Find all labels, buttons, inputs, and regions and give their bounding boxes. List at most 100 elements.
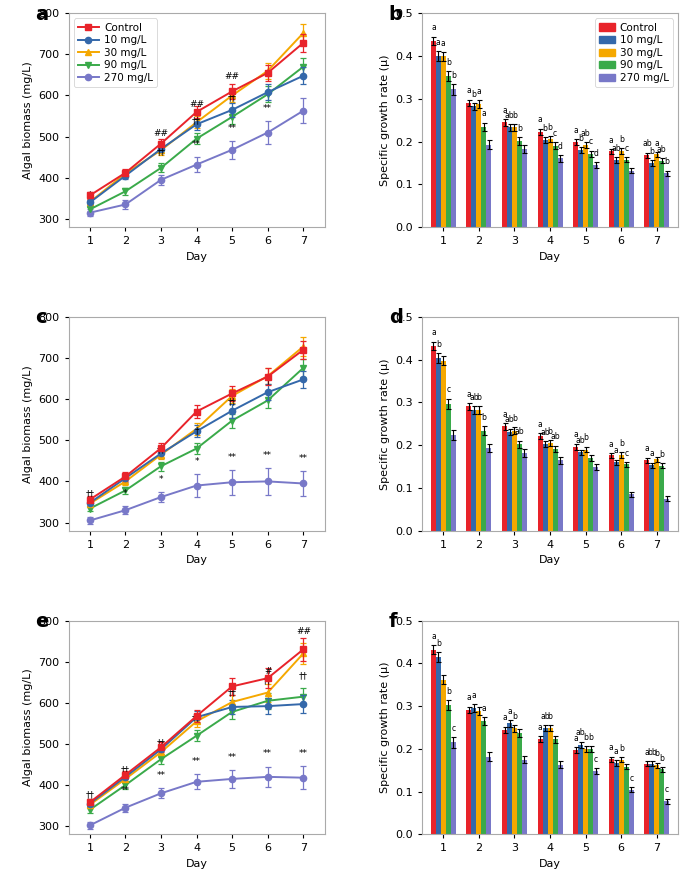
- Text: b: b: [547, 426, 553, 436]
- Text: b: b: [517, 124, 522, 133]
- Text: a: a: [502, 713, 507, 722]
- Text: b: b: [583, 434, 588, 442]
- Text: ab: ab: [540, 428, 550, 437]
- Bar: [482, 127, 486, 227]
- X-axis label: Day: Day: [186, 859, 208, 869]
- Bar: [645, 764, 649, 834]
- Text: ab: ab: [469, 393, 479, 402]
- Text: a: a: [614, 447, 619, 456]
- Bar: [522, 453, 527, 531]
- Bar: [593, 771, 598, 834]
- Bar: [471, 107, 477, 227]
- Y-axis label: Specific growth rate (μ): Specific growth rate (μ): [379, 358, 390, 489]
- Text: a: a: [431, 328, 436, 337]
- Text: ††: ††: [156, 445, 166, 454]
- Text: c: c: [624, 144, 628, 153]
- Text: b: b: [436, 638, 441, 647]
- Bar: [553, 449, 558, 531]
- Bar: [578, 452, 583, 531]
- Bar: [609, 759, 614, 834]
- Bar: [588, 154, 593, 227]
- Text: a: a: [654, 139, 659, 147]
- Text: ††: ††: [227, 94, 236, 102]
- Bar: [664, 499, 669, 531]
- Text: a: a: [609, 136, 614, 145]
- Text: a: a: [538, 419, 543, 428]
- Bar: [517, 444, 522, 531]
- Bar: [441, 57, 446, 227]
- Bar: [502, 730, 507, 834]
- Bar: [629, 170, 634, 227]
- Text: a: a: [502, 410, 507, 419]
- Text: ††: ††: [299, 672, 308, 681]
- Text: b: b: [578, 134, 583, 143]
- Bar: [512, 127, 517, 227]
- X-axis label: Day: Day: [186, 252, 208, 261]
- Text: b: b: [388, 4, 403, 24]
- Text: a: a: [538, 116, 543, 125]
- Bar: [578, 150, 583, 227]
- Bar: [486, 757, 491, 834]
- Text: ##: ##: [225, 72, 240, 81]
- Bar: [654, 155, 659, 227]
- Text: c: c: [593, 755, 598, 764]
- Bar: [609, 456, 614, 531]
- Text: **: **: [263, 750, 272, 758]
- Bar: [486, 145, 491, 227]
- Text: c: c: [446, 385, 450, 395]
- Text: ††: ††: [86, 790, 95, 799]
- Bar: [629, 494, 634, 531]
- Text: ††: ††: [121, 765, 130, 774]
- Text: a: a: [431, 632, 436, 641]
- Text: b: b: [619, 135, 623, 144]
- Bar: [502, 426, 507, 531]
- Text: #: #: [264, 667, 271, 676]
- Text: a: a: [609, 743, 614, 752]
- Bar: [649, 163, 654, 227]
- Bar: [507, 723, 512, 834]
- Bar: [624, 464, 629, 531]
- Bar: [593, 467, 598, 531]
- Bar: [441, 680, 446, 834]
- Bar: [538, 436, 543, 531]
- Bar: [614, 160, 619, 227]
- Bar: [431, 346, 436, 531]
- Bar: [436, 56, 441, 227]
- Text: ab: ab: [612, 144, 621, 153]
- Bar: [649, 465, 654, 531]
- Bar: [558, 460, 562, 531]
- Text: b: b: [619, 743, 623, 752]
- Text: b: b: [660, 450, 664, 459]
- Text: a: a: [614, 747, 619, 756]
- Text: ##: ##: [189, 100, 204, 109]
- Text: ab: ab: [576, 436, 586, 445]
- Bar: [624, 766, 629, 834]
- Text: **: **: [121, 787, 130, 796]
- Bar: [583, 146, 588, 227]
- Bar: [466, 406, 471, 531]
- Text: ab: ab: [505, 415, 514, 424]
- Text: ††: ††: [156, 738, 166, 747]
- Bar: [609, 151, 614, 227]
- Bar: [583, 749, 588, 834]
- Text: **: **: [192, 757, 201, 766]
- Text: b: b: [482, 413, 486, 422]
- Bar: [482, 431, 486, 531]
- Text: **: **: [156, 771, 166, 781]
- Text: ††: ††: [192, 117, 201, 125]
- Text: a: a: [502, 106, 507, 115]
- Text: ††: ††: [227, 397, 236, 406]
- Bar: [446, 76, 451, 227]
- Y-axis label: Algal biomass (mg/L): Algal biomass (mg/L): [23, 365, 33, 483]
- Bar: [451, 435, 456, 531]
- Y-axis label: Specific growth rate (μ): Specific growth rate (μ): [379, 55, 390, 186]
- Text: a: a: [35, 4, 49, 24]
- Bar: [446, 706, 451, 834]
- Bar: [614, 763, 619, 834]
- Bar: [431, 41, 436, 227]
- Bar: [451, 743, 456, 834]
- Y-axis label: Algal biomass (mg/L): Algal biomass (mg/L): [23, 668, 33, 787]
- Bar: [547, 728, 553, 834]
- Text: a: a: [471, 691, 476, 700]
- Bar: [436, 657, 441, 834]
